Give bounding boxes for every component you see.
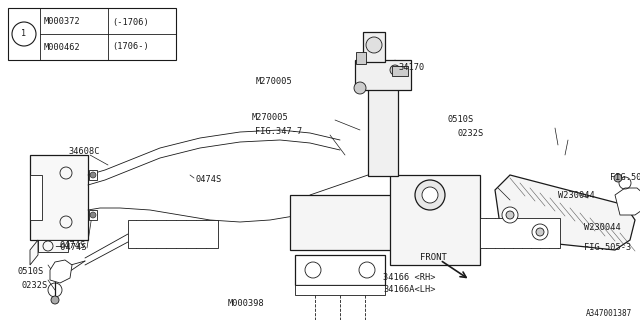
Text: 0510S: 0510S (448, 116, 474, 124)
Bar (295, 255, 385, 285)
Circle shape (532, 224, 548, 240)
Text: M000398: M000398 (228, 299, 265, 308)
Bar (392, 66, 408, 76)
Text: 0232S: 0232S (458, 129, 484, 138)
Text: A347001387: A347001387 (586, 308, 632, 317)
Text: M270005: M270005 (252, 113, 289, 122)
Text: 1: 1 (22, 29, 26, 38)
Bar (89, 210, 97, 220)
Bar (30, 155, 88, 240)
Circle shape (366, 37, 382, 53)
Circle shape (415, 180, 445, 210)
Circle shape (614, 174, 622, 182)
Text: M000462: M000462 (44, 43, 81, 52)
Text: M270005: M270005 (256, 77, 292, 86)
Bar (480, 218, 560, 248)
Bar (295, 285, 385, 295)
Text: ─0474S: ─0474S (55, 243, 86, 252)
Text: W230044: W230044 (584, 223, 621, 233)
Bar (38, 240, 68, 252)
Bar (128, 220, 218, 248)
Polygon shape (615, 188, 640, 215)
Text: FIG.505-3: FIG.505-3 (610, 173, 640, 182)
Bar (390, 175, 480, 265)
Text: 0510S: 0510S (17, 268, 44, 276)
Text: FIG.347-7: FIG.347-7 (255, 127, 302, 137)
Circle shape (51, 296, 59, 304)
Text: FIG.505-3: FIG.505-3 (584, 244, 631, 252)
Circle shape (90, 212, 96, 218)
Text: 0232S: 0232S (22, 282, 48, 291)
Bar (356, 52, 366, 64)
Text: W230044: W230044 (558, 190, 595, 199)
Circle shape (502, 207, 518, 223)
Text: 0474S: 0474S (60, 241, 86, 250)
Bar (290, 195, 430, 250)
Text: 34166 <RH>: 34166 <RH> (383, 273, 435, 282)
Circle shape (536, 228, 544, 236)
Text: M000372: M000372 (44, 18, 81, 27)
Text: FRONT: FRONT (420, 252, 447, 261)
Circle shape (354, 82, 366, 94)
Bar (89, 170, 97, 180)
Circle shape (390, 65, 400, 75)
Circle shape (506, 211, 514, 219)
Bar (368, 88, 398, 176)
Bar (363, 32, 385, 62)
Circle shape (422, 187, 438, 203)
Text: (-1706): (-1706) (112, 18, 148, 27)
Bar (355, 60, 411, 90)
Bar (8, 8, 176, 60)
Polygon shape (495, 175, 635, 250)
Text: 34166A<LH>: 34166A<LH> (383, 285, 435, 294)
Polygon shape (30, 240, 38, 265)
Text: 34608C: 34608C (68, 148, 99, 156)
Text: 0474S: 0474S (196, 175, 222, 185)
Circle shape (90, 172, 96, 178)
Text: (1706-): (1706-) (112, 43, 148, 52)
Bar (30, 175, 42, 220)
Polygon shape (50, 260, 72, 283)
Text: 34170: 34170 (398, 63, 424, 73)
